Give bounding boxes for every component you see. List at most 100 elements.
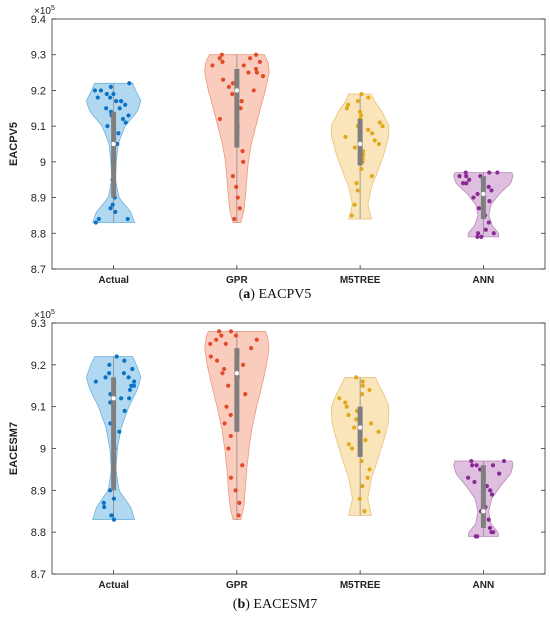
- median-marker: [480, 191, 487, 197]
- data-point: [368, 421, 374, 426]
- iqr-box: [234, 69, 240, 148]
- y-tick-label: 8.7: [31, 569, 46, 581]
- data-point: [220, 371, 225, 376]
- data-point: [108, 95, 113, 100]
- data-point: [376, 141, 381, 147]
- data-point: [115, 141, 120, 147]
- data-point: [372, 138, 377, 143]
- x-tick-label: M5TREE: [340, 580, 381, 591]
- data-point: [365, 475, 370, 480]
- data-point: [472, 479, 477, 485]
- data-point: [214, 337, 219, 342]
- data-point: [107, 371, 112, 376]
- data-point: [107, 362, 112, 367]
- data-point: [104, 91, 109, 97]
- data-point: [238, 106, 243, 111]
- data-point: [352, 202, 357, 207]
- data-point: [346, 412, 351, 418]
- data-point: [240, 362, 246, 367]
- exponent-power: 5: [51, 309, 55, 316]
- data-point: [475, 234, 480, 239]
- violin-actual: [86, 81, 142, 225]
- data-point: [357, 109, 363, 114]
- data-point: [349, 213, 354, 218]
- data-point: [110, 202, 115, 207]
- data-point: [223, 341, 228, 347]
- data-point: [230, 91, 235, 97]
- data-point: [474, 463, 479, 468]
- data-point: [121, 371, 127, 376]
- data-point: [98, 88, 104, 93]
- data-point: [367, 467, 372, 472]
- data-point: [132, 379, 137, 384]
- data-point: [489, 492, 495, 497]
- data-point: [111, 517, 117, 522]
- violin-gpr: [204, 52, 270, 223]
- data-point: [234, 184, 239, 189]
- data-point: [125, 216, 130, 222]
- data-point: [359, 166, 364, 172]
- iqr-box: [480, 176, 486, 219]
- y-tick-label: 8.7: [31, 264, 46, 276]
- y-tick-label: 9.2: [31, 360, 46, 372]
- data-point: [119, 99, 124, 104]
- data-point: [497, 471, 502, 476]
- data-point: [366, 127, 371, 132]
- data-point: [240, 463, 245, 468]
- caption-b: (b) EACESM7: [232, 597, 318, 612]
- data-point: [230, 174, 236, 179]
- data-point: [101, 500, 106, 505]
- data-point: [465, 475, 471, 480]
- data-point: [111, 91, 116, 97]
- violin-ann: [453, 458, 514, 539]
- data-point: [487, 525, 493, 531]
- data-point: [471, 195, 476, 200]
- data-point: [360, 383, 365, 388]
- data-point: [359, 458, 364, 464]
- data-point: [370, 131, 375, 136]
- data-point: [114, 99, 119, 104]
- data-point: [240, 149, 245, 154]
- data-point: [357, 496, 362, 501]
- data-point: [349, 446, 355, 451]
- data-point: [354, 181, 359, 186]
- y-tick-label: 9.3: [31, 318, 46, 330]
- data-point: [491, 231, 496, 236]
- data-point: [93, 379, 98, 384]
- data-point: [119, 396, 124, 401]
- violin-gpr: [204, 329, 270, 520]
- data-point: [376, 429, 381, 434]
- data-point: [127, 387, 133, 393]
- data-point: [343, 134, 348, 139]
- data-point: [359, 113, 364, 118]
- x-tick-label: GPR: [226, 580, 248, 591]
- data-point: [352, 145, 357, 150]
- data-point: [501, 458, 507, 464]
- data-point: [221, 77, 226, 82]
- y-axis-label: EACPV5: [8, 122, 20, 166]
- data-point: [251, 88, 256, 93]
- data-point: [246, 70, 251, 75]
- data-point: [116, 131, 121, 136]
- data-point: [104, 106, 109, 111]
- data-point: [216, 329, 222, 334]
- y-tick-label: 9.1: [31, 402, 46, 414]
- data-point: [93, 220, 98, 225]
- iqr-box: [480, 465, 486, 528]
- data-point: [219, 52, 224, 57]
- data-point: [208, 354, 213, 359]
- data-point: [217, 116, 222, 122]
- data-point: [470, 463, 475, 468]
- data-point: [241, 63, 246, 68]
- x-tick-label: ANN: [473, 580, 495, 591]
- data-point: [479, 234, 484, 239]
- x-tick-label: Actual: [98, 580, 129, 591]
- data-point: [363, 438, 368, 443]
- data-point: [460, 181, 466, 186]
- y-tick-label: 9: [40, 157, 46, 169]
- iqr-box: [111, 377, 117, 491]
- data-point: [233, 488, 238, 493]
- data-point: [352, 425, 357, 430]
- data-point: [96, 216, 101, 222]
